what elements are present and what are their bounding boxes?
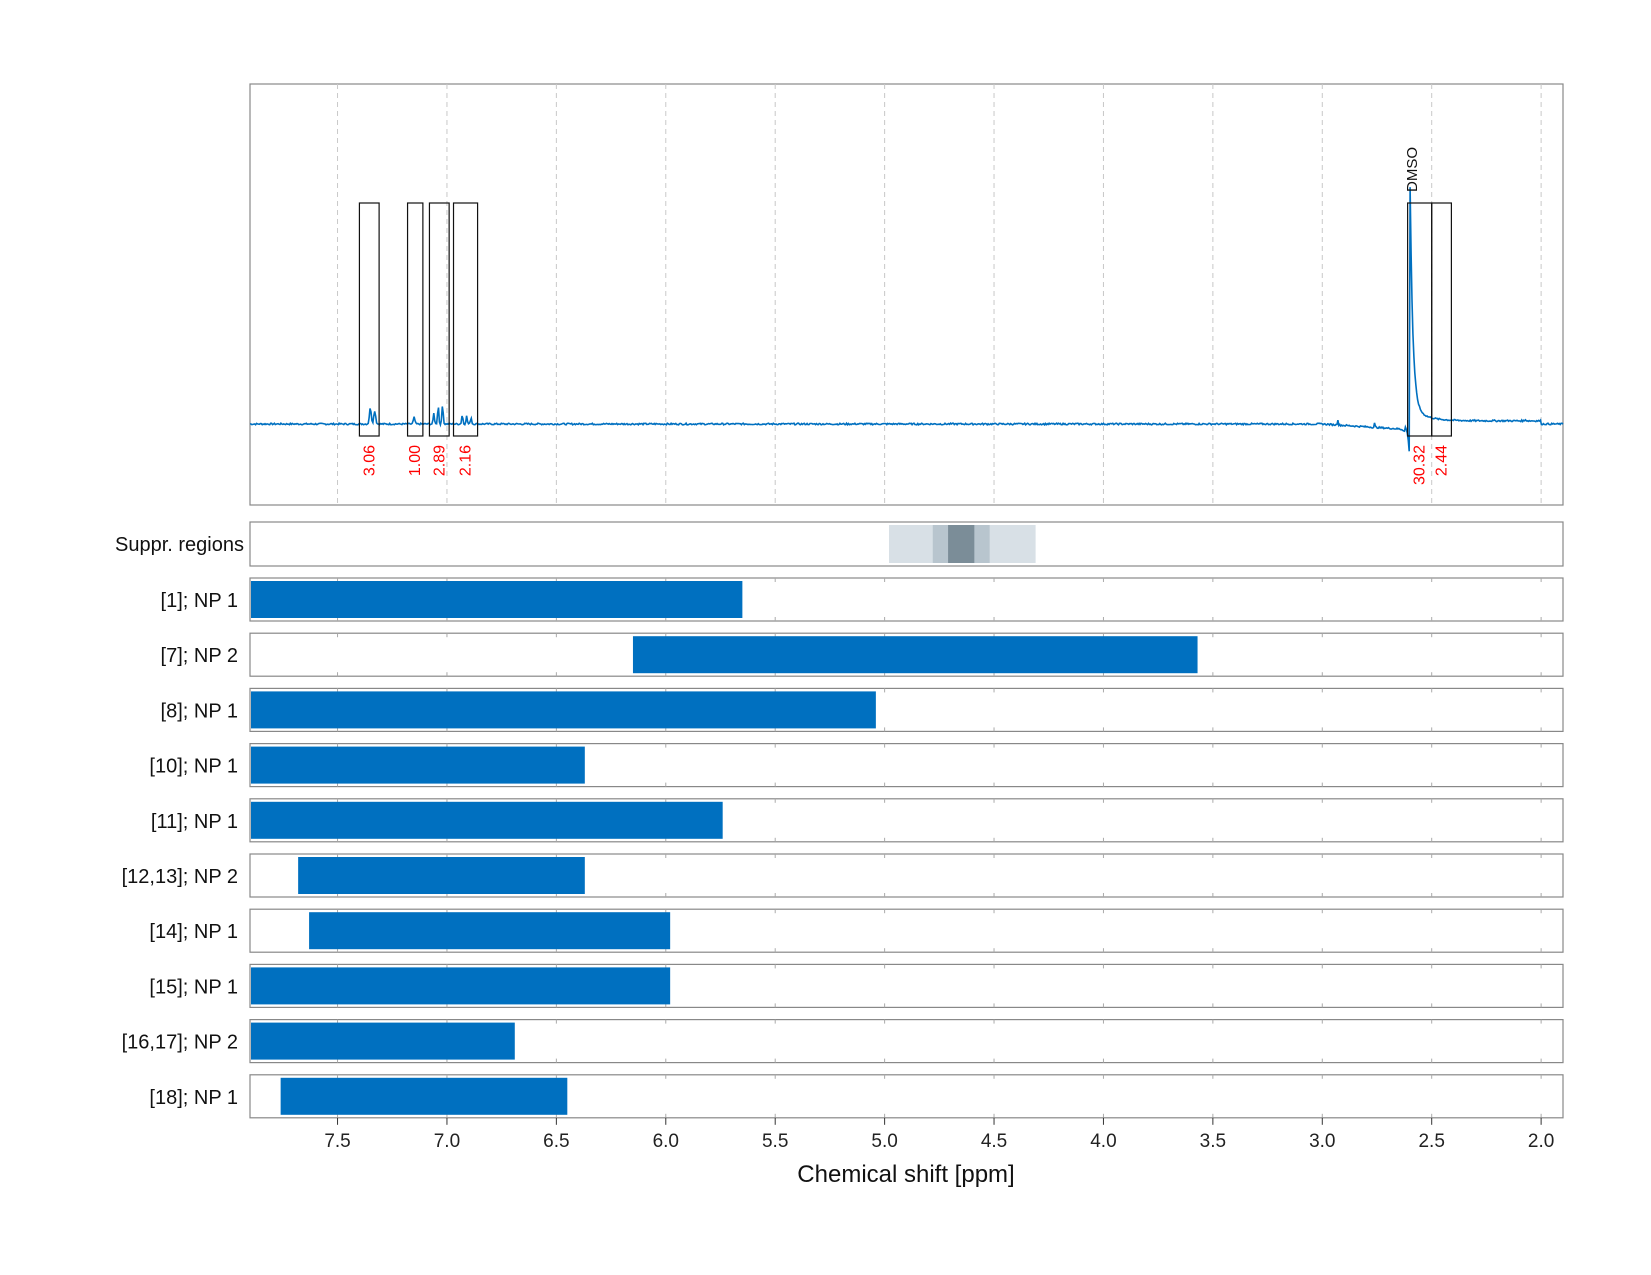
integral-box — [1431, 202, 1452, 437]
integral-value: 1.00 — [407, 445, 424, 476]
x-tick-label: 7.0 — [434, 1131, 460, 1152]
x-tick-label: 4.5 — [981, 1131, 1007, 1152]
range-row: [8]; NP 1 — [161, 687, 1564, 733]
range-bar — [309, 912, 671, 950]
range-label: [11]; NP 1 — [151, 811, 238, 833]
x-tick-label: 6.5 — [543, 1131, 569, 1152]
spectrum-panel: 3.06 1.00 2.89 2.16 30.32 2.44 DMSO — [249, 83, 1564, 506]
x-tick-label: 4.0 — [1090, 1131, 1116, 1152]
x-tick-label: 5.5 — [762, 1131, 788, 1152]
range-row: [18]; NP 1 — [149, 1074, 1564, 1119]
range-bar — [280, 1077, 568, 1115]
range-row: [16,17]; NP 2 — [122, 1018, 1564, 1064]
x-tick-label: 6.0 — [653, 1131, 679, 1152]
suppression-band — [948, 525, 975, 563]
range-bar — [251, 801, 723, 839]
integral-value: 30.32 — [1412, 445, 1429, 485]
integral-value: 2.44 — [1434, 445, 1451, 476]
integral-value: 2.89 — [431, 445, 448, 476]
integral-box — [406, 202, 424, 437]
x-tick-label: 2.0 — [1528, 1131, 1554, 1152]
range-row: [1]; NP 1 — [161, 577, 1564, 622]
suppression-panel: Suppr. regions — [115, 521, 1564, 567]
range-row: [11]; NP 1 — [151, 798, 1564, 843]
range-bar — [251, 746, 585, 784]
range-row: [15]; NP 1 — [149, 963, 1564, 1009]
range-label: [7]; NP 2 — [161, 645, 238, 667]
x-tick-label: 2.5 — [1418, 1131, 1444, 1152]
x-tick-label: 3.5 — [1200, 1131, 1226, 1152]
range-label: [8]; NP 1 — [161, 700, 238, 722]
x-tick-label: 7.5 — [324, 1131, 350, 1152]
dmso-annotation: DMSO — [1404, 147, 1421, 192]
range-label: [15]; NP 1 — [149, 976, 238, 998]
range-bar — [298, 857, 585, 894]
range-bar — [251, 691, 876, 729]
integral-value: 2.16 — [458, 445, 475, 476]
range-label: [10]; NP 1 — [149, 756, 238, 778]
range-bar — [251, 581, 743, 618]
range-row: [10]; NP 1 — [149, 742, 1564, 788]
range-row: [14]; NP 1 — [149, 908, 1564, 953]
integral-box — [358, 202, 380, 437]
integral-box — [428, 202, 450, 437]
range-label: [1]; NP 1 — [161, 590, 238, 612]
range-label: [14]; NP 1 — [149, 921, 238, 943]
range-bar — [251, 967, 671, 1005]
x-tick-label: 3.0 — [1309, 1131, 1335, 1152]
x-axis: 7.5 7.0 6.5 6.0 5.5 5.0 4.5 4.0 3.5 3.0 2.5 2.0 — [324, 1117, 1554, 1152]
integral-box — [452, 202, 479, 437]
ranges-panel: [1]; NP 1 [7]; NP 2 [8]; NP 1 [10]; NP 1 [11… — [122, 577, 1564, 1119]
range-bar — [251, 1022, 515, 1060]
range-label: [12,13]; NP 2 — [122, 866, 238, 888]
spectrum-frame — [249, 83, 1564, 506]
spectrum-trace — [249, 187, 1564, 452]
x-axis-title: Chemical shift [ppm] — [797, 1161, 1014, 1188]
suppression-label: Suppr. regions — [115, 534, 244, 556]
range-row: [12,13]; NP 2 — [122, 853, 1564, 898]
x-tick-label: 5.0 — [871, 1131, 897, 1152]
range-label: [16,17]; NP 2 — [122, 1032, 238, 1054]
range-bar — [632, 636, 1198, 674]
range-label: [18]; NP 1 — [149, 1087, 238, 1109]
integral-value: 3.06 — [361, 445, 378, 476]
range-row: [7]; NP 2 — [161, 632, 1564, 677]
